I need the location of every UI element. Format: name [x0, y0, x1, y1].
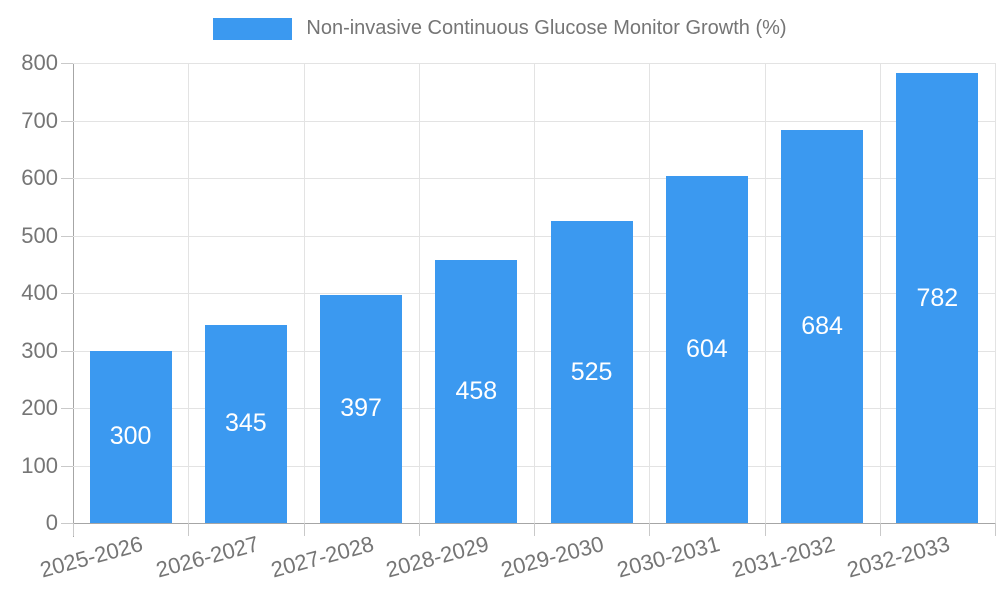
y-tick-label: 800: [21, 50, 58, 75]
y-tick-mark: [61, 408, 73, 409]
y-tick-mark: [61, 235, 73, 237]
bar-value-label: 604: [686, 334, 728, 363]
gridline-vertical: [649, 63, 650, 523]
gridline-vertical: [188, 63, 189, 523]
bar-value-label: 300: [109, 422, 152, 451]
x-tick-mark: [188, 523, 189, 536]
bar[interactable]: 782: [896, 73, 979, 523]
y-tick-label: 700: [21, 107, 58, 133]
y-tick-label: 200: [21, 395, 58, 420]
bar-value-label: 345: [225, 409, 267, 438]
x-tick-label: 2026-2027: [152, 531, 262, 583]
legend-label: Non-invasive Continuous Glucose Monitor …: [306, 17, 787, 39]
x-tick-mark: [649, 523, 650, 536]
y-tick-mark: [61, 178, 73, 179]
gridline-vertical: [880, 63, 881, 523]
plot-area: 300 345 397 458 525 604 684 782: [73, 63, 996, 523]
gridline-vertical: [995, 63, 996, 523]
legend[interactable]: Non-invasive Continuous Glucose Monitor …: [0, 17, 1000, 40]
x-tick-label: 2029-2030: [498, 531, 607, 583]
y-tick-label: 100: [21, 452, 58, 478]
y-axis-line: [73, 63, 74, 537]
y-tick-mark: [61, 293, 73, 294]
legend-swatch-icon: [213, 17, 293, 40]
bar-value-label: 397: [340, 394, 382, 423]
bar[interactable]: 397: [320, 294, 403, 523]
bar[interactable]: 345: [204, 324, 287, 523]
y-tick-label: 600: [21, 165, 58, 190]
x-tick-label: 2028-2029: [383, 531, 492, 583]
gridline-vertical: [304, 63, 305, 523]
y-tick-mark: [61, 120, 73, 122]
gridline-vertical: [534, 63, 535, 523]
bar-value-label: 684: [801, 311, 843, 340]
gridline-vertical: [419, 63, 420, 523]
x-tick-label: 2032-2033: [844, 531, 953, 583]
x-tick-mark: [73, 523, 74, 536]
x-tick-mark: [995, 523, 996, 536]
bar[interactable]: 300: [89, 350, 172, 523]
bar[interactable]: 458: [435, 259, 518, 523]
bar-value-label: 458: [455, 376, 498, 405]
bar[interactable]: 684: [781, 129, 864, 523]
x-tick-mark: [880, 523, 881, 536]
x-tick-mark: [304, 523, 305, 536]
x-tick-label: 2027-2028: [268, 531, 377, 583]
x-tick-mark: [765, 523, 766, 536]
x-tick-label: 2030-2031: [613, 531, 723, 583]
gridline-vertical: [765, 63, 766, 523]
y-tick-mark: [61, 63, 73, 64]
y-tick-mark: [61, 523, 73, 524]
x-tick-label: 2031-2032: [729, 531, 838, 583]
y-tick-label: 0: [45, 510, 58, 535]
bar[interactable]: 604: [665, 175, 748, 523]
y-tick-label: 400: [21, 280, 58, 305]
x-tick-mark: [534, 523, 535, 536]
bar-value-label: 525: [570, 357, 613, 386]
y-tick-label: 500: [21, 222, 58, 248]
y-tick-mark: [61, 465, 73, 467]
x-tick-label: 2025-2026: [37, 531, 146, 583]
y-tick-mark: [61, 350, 73, 352]
bar-value-label: 782: [916, 283, 959, 312]
bar[interactable]: 525: [550, 221, 633, 523]
y-tick-label: 300: [21, 337, 58, 363]
x-tick-mark: [419, 523, 420, 536]
